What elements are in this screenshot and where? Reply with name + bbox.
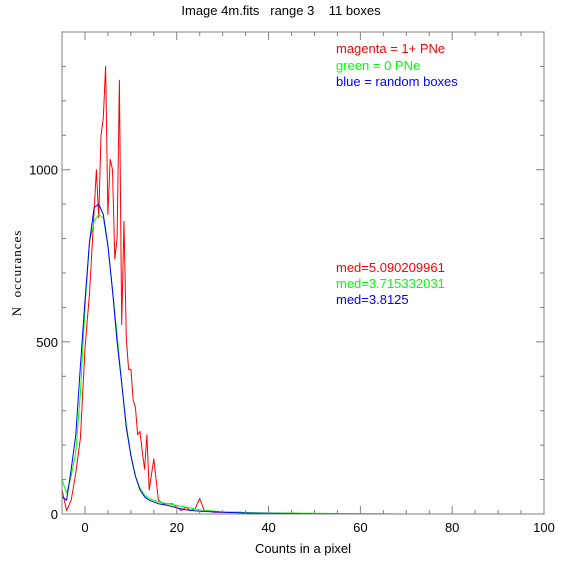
x-tick-label: 80 [445, 520, 459, 535]
plot-frame [61, 31, 545, 515]
x-tick-label: 40 [261, 520, 275, 535]
legend-entry-2: green = 0 PNe [336, 58, 420, 73]
x-tick-label: 60 [353, 520, 367, 535]
y-axis-label: N occurances [9, 230, 24, 317]
x-tick-label: 100 [533, 520, 555, 535]
x-tick-label: 20 [170, 520, 184, 535]
legend-entry-3: blue = random boxes [336, 74, 458, 89]
y-tick-label: 500 [36, 335, 58, 350]
series-layer [61, 65, 544, 515]
median-label-2: med=3.715332031 [336, 276, 445, 291]
median-label-1: med=5.090209961 [336, 260, 445, 275]
series-line-1 [61, 65, 544, 515]
y-tick-label: 0 [51, 507, 58, 522]
median-label-3: med=3.8125 [336, 292, 409, 307]
series-line-3 [61, 203, 544, 515]
x-tick-label: 0 [81, 520, 88, 535]
legend-entry-1: magenta = 1+ PNe [336, 41, 445, 56]
y-tick-label: 1000 [29, 163, 58, 178]
x-axis-label: Counts in a pixel [255, 541, 351, 556]
chart-title: Image 4m.fits range 3 11 boxes [181, 3, 381, 18]
